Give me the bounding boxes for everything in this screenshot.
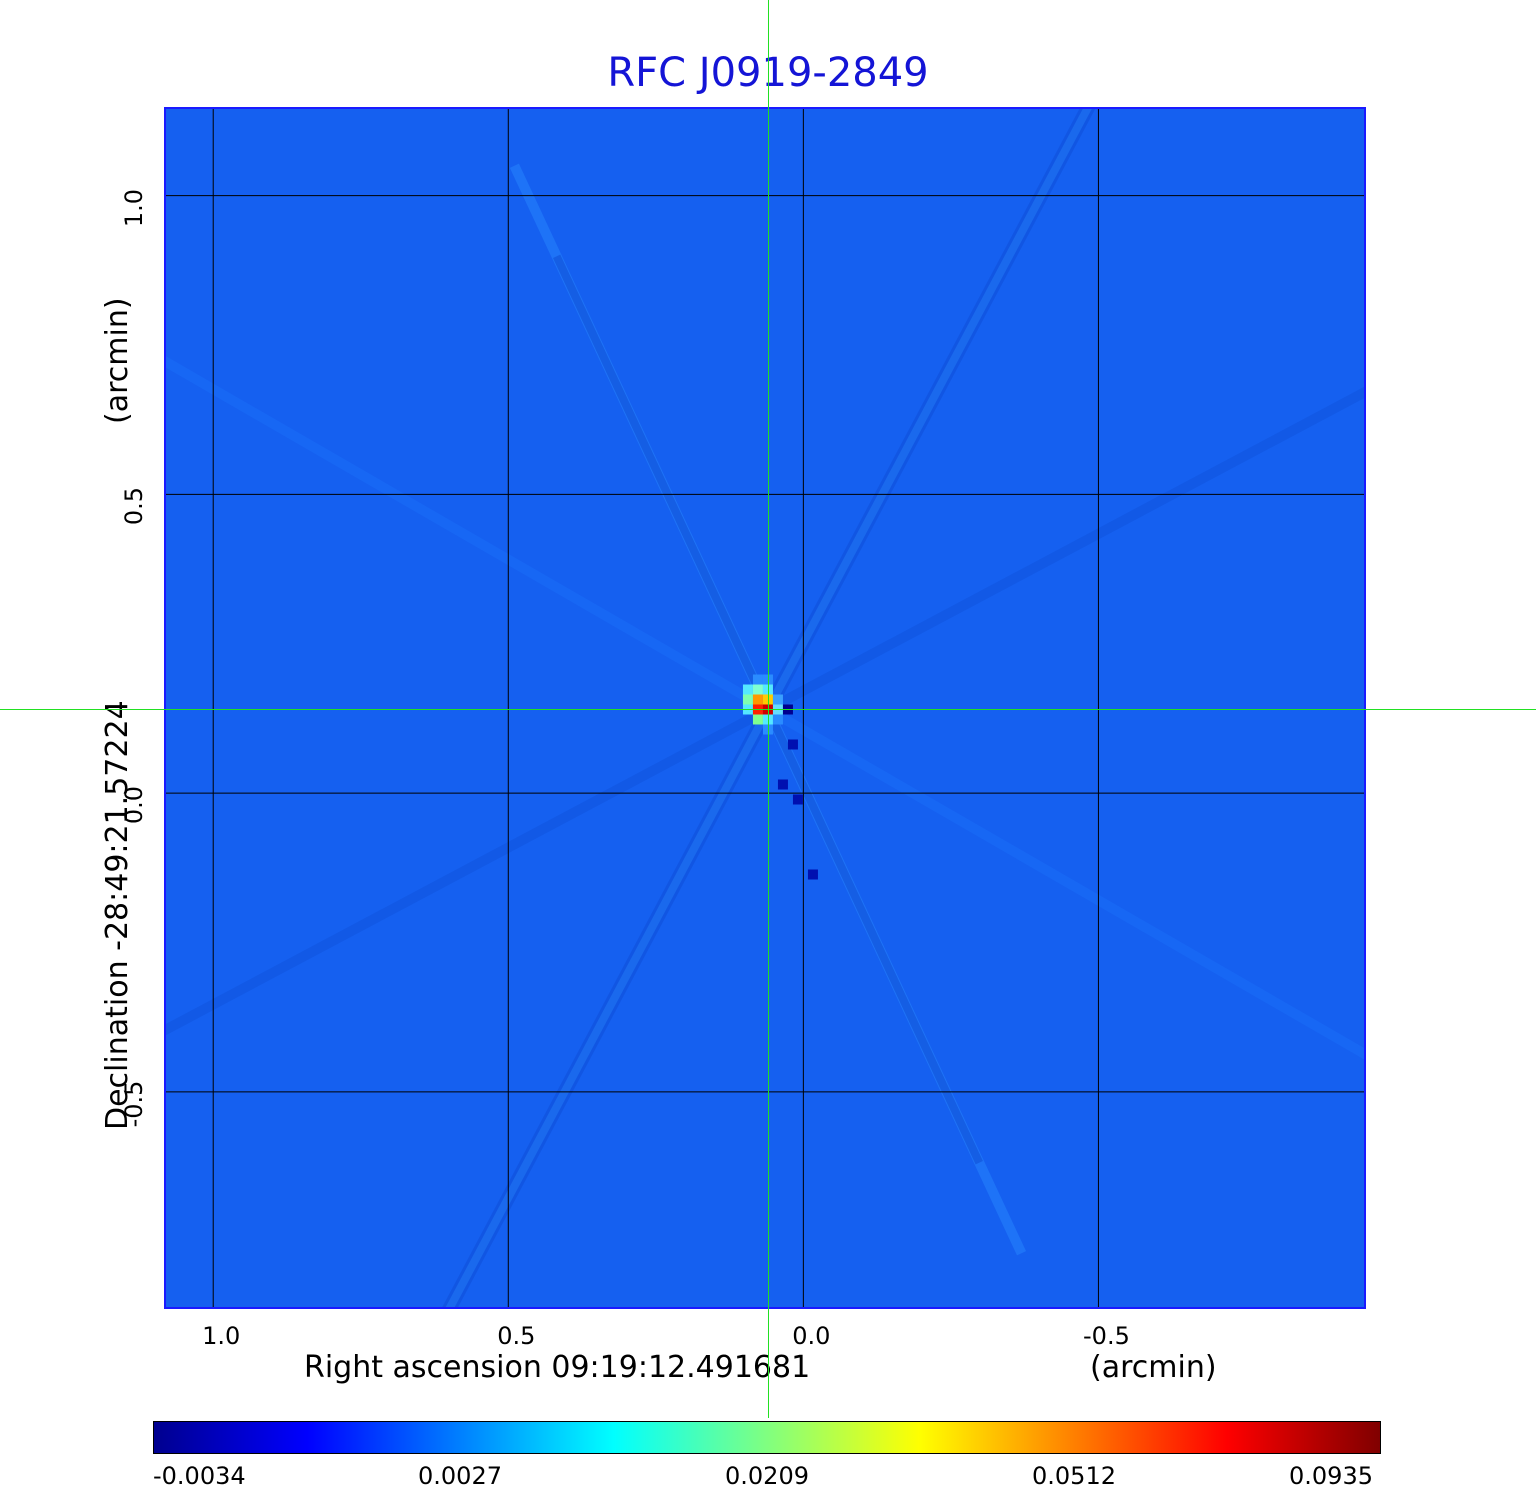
y-axis-label: Declination -28:49:21.57224 <box>100 700 135 1130</box>
y-tick-label: 1.0 <box>120 188 148 227</box>
colorbar-tick-label: 0.0027 <box>418 1462 502 1490</box>
x-tick-label: 0.5 <box>497 1322 536 1350</box>
colorbar <box>153 1421 1381 1454</box>
x-axis-unit: (arcmin) <box>1090 1350 1217 1385</box>
source-pixel <box>752 674 763 685</box>
source-pixel <box>742 694 753 705</box>
colorbar-tick-label: 0.0209 <box>725 1462 809 1490</box>
source-pixel <box>752 714 763 725</box>
colorbar-tick-label: 0.0512 <box>1032 1462 1116 1490</box>
source-pixel <box>772 714 783 725</box>
negative-pixel <box>792 794 803 805</box>
negative-pixel <box>777 779 788 790</box>
source-pixel <box>742 684 753 695</box>
source-pixel <box>752 694 763 705</box>
x-tick-label: 1.0 <box>202 1322 241 1350</box>
crosshair-vertical-line <box>767 0 769 1418</box>
colorbar-tick-label: -0.0034 <box>153 1462 246 1490</box>
negative-pixel <box>807 869 818 880</box>
negative-pixel <box>787 739 798 750</box>
y-tick-label: 0.5 <box>120 487 148 526</box>
y-axis-unit: (arcmin) <box>100 297 135 424</box>
heatmap-image <box>166 109 1364 1307</box>
source-pixel <box>752 684 763 695</box>
colorbar-tick-label: 0.0935 <box>1289 1462 1373 1490</box>
image-plot-area[interactable] <box>164 107 1366 1309</box>
x-tick-label: -0.5 <box>1083 1322 1130 1350</box>
crosshair-horizontal-line <box>0 709 1536 711</box>
x-tick-label: 0.0 <box>792 1322 831 1350</box>
source-pixel <box>772 694 783 705</box>
x-axis-label: Right ascension 09:19:12.491681 <box>304 1350 811 1385</box>
